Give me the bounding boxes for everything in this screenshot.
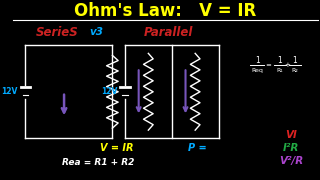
Text: 1: 1: [255, 56, 260, 65]
Text: v3: v3: [89, 27, 103, 37]
Text: I²R: I²R: [283, 143, 299, 153]
Text: VI: VI: [285, 130, 297, 140]
Text: SerieS: SerieS: [36, 26, 79, 39]
Text: Ohm's Law:   V = IR: Ohm's Law: V = IR: [74, 3, 257, 21]
Text: V = IR: V = IR: [100, 143, 134, 153]
Text: P =: P =: [188, 143, 207, 153]
Text: Req: Req: [251, 68, 263, 73]
Text: 1: 1: [277, 56, 282, 65]
Text: R₂: R₂: [292, 68, 298, 73]
Text: V²/R: V²/R: [279, 156, 303, 166]
Text: =: =: [265, 62, 271, 68]
Text: 1: 1: [292, 56, 297, 65]
Text: 12V: 12V: [1, 87, 18, 96]
Text: 12V: 12V: [101, 87, 117, 96]
Text: +: +: [284, 62, 290, 68]
Text: Rea = R1 + R2: Rea = R1 + R2: [62, 158, 134, 166]
Text: R₁: R₁: [276, 68, 283, 73]
Text: Parallel: Parallel: [144, 26, 193, 39]
